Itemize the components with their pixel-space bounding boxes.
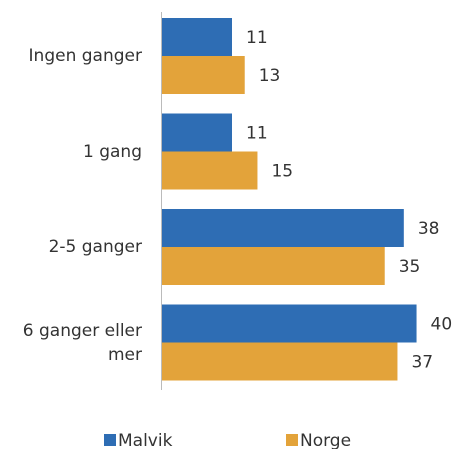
category-label: 2-5 ganger <box>48 237 142 257</box>
bar <box>162 209 404 247</box>
data-label: 38 <box>418 219 440 239</box>
category-label: 6 ganger eller mer <box>22 320 142 365</box>
bar <box>162 304 417 343</box>
category-label: Ingen ganger <box>28 46 142 66</box>
legend-label: Norge <box>300 431 351 449</box>
bar <box>162 151 258 190</box>
category-label: 1 gang <box>83 141 142 162</box>
bar <box>162 247 385 285</box>
data-label: 11 <box>246 28 268 48</box>
bar <box>162 18 232 56</box>
legend-swatch <box>286 434 298 446</box>
data-label: 11 <box>246 124 268 144</box>
data-label: 15 <box>271 162 293 182</box>
data-label: 13 <box>259 66 281 86</box>
bar <box>162 342 398 381</box>
bar <box>162 56 245 94</box>
data-label: 37 <box>411 353 433 373</box>
data-label: 40 <box>431 315 453 335</box>
bar <box>162 113 232 152</box>
data-label: 35 <box>399 257 421 277</box>
legend-swatch <box>104 434 116 446</box>
legend-label: Malvik <box>118 431 173 449</box>
